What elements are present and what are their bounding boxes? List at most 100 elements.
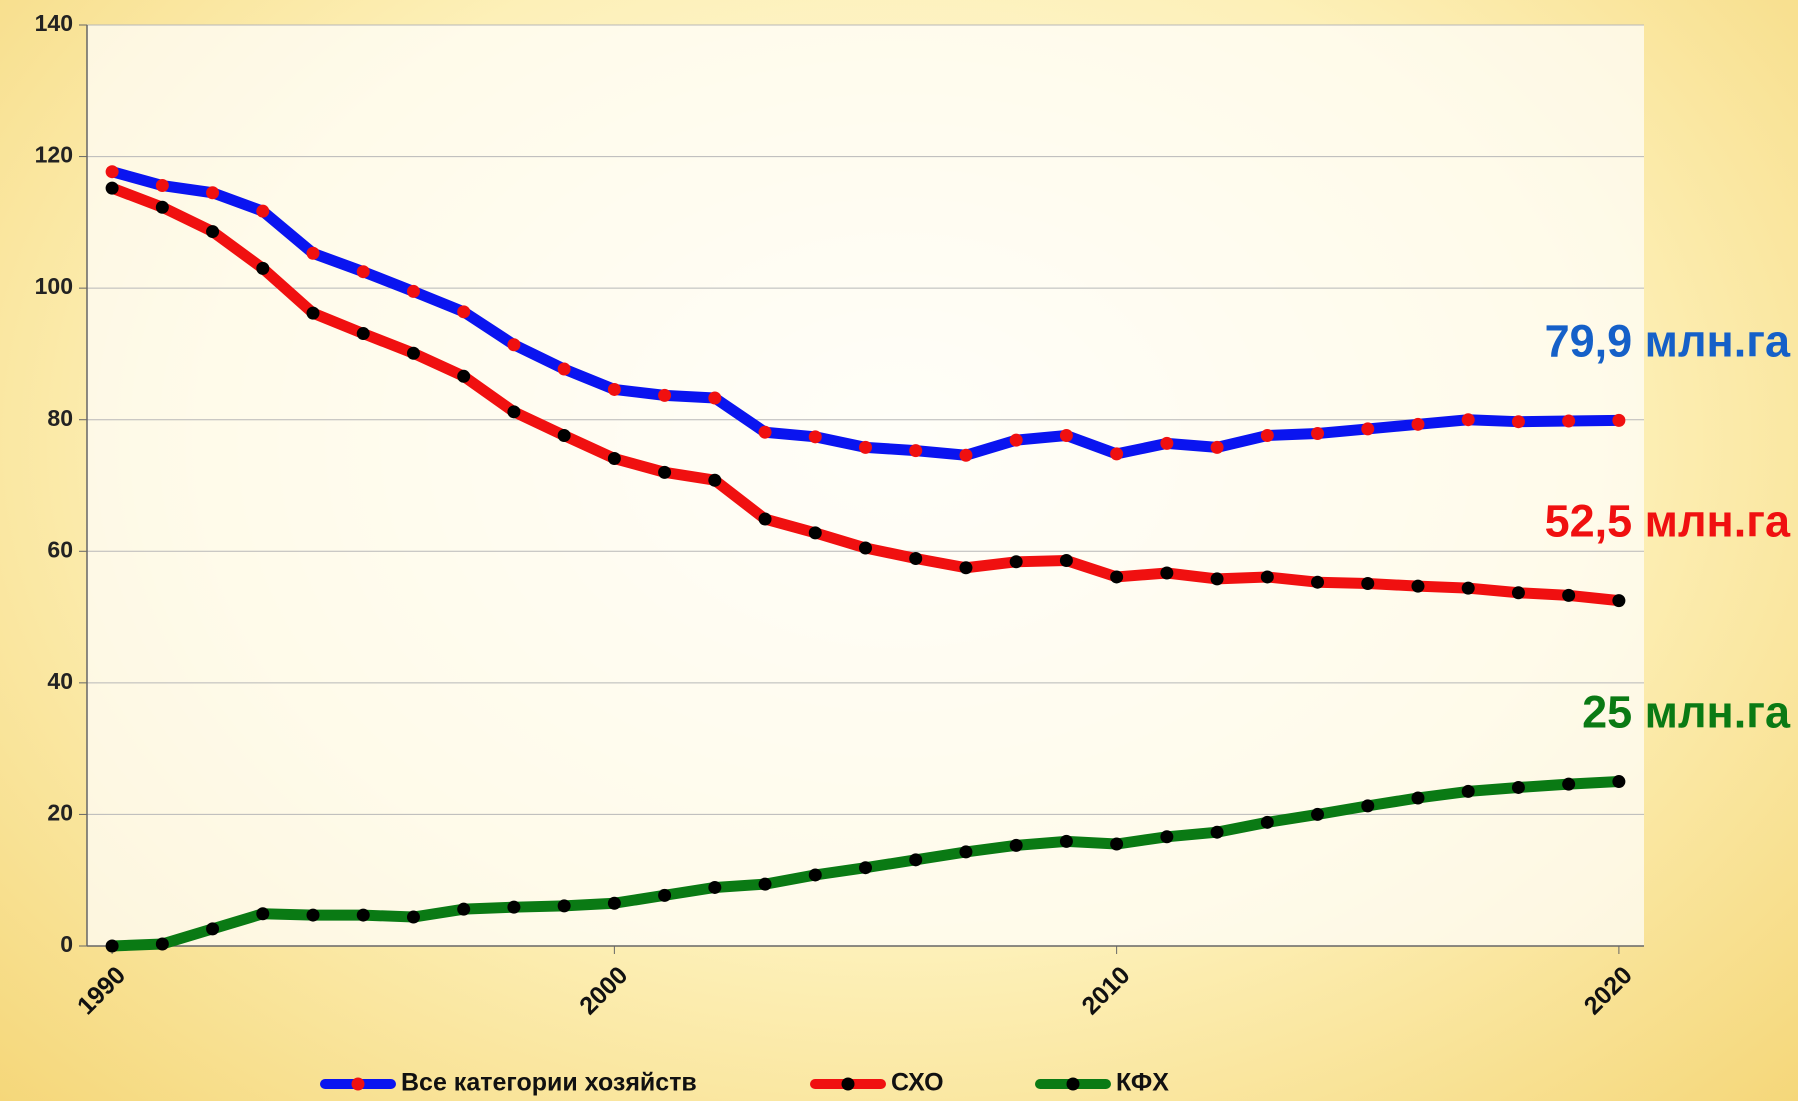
x-tick-label: 2020 xyxy=(1579,961,1638,1020)
data-point xyxy=(1110,837,1124,851)
data-point xyxy=(1361,799,1375,813)
data-point xyxy=(1311,807,1325,821)
data-point xyxy=(1009,433,1023,447)
y-tick-label: 40 xyxy=(47,668,73,694)
data-point xyxy=(658,888,672,902)
legend-marker xyxy=(351,1077,365,1091)
data-point xyxy=(1160,436,1174,450)
data-point xyxy=(557,362,571,376)
data-point xyxy=(708,391,722,405)
data-point xyxy=(256,261,270,275)
data-point xyxy=(1411,791,1425,805)
data-point xyxy=(708,880,722,894)
data-point xyxy=(808,868,822,882)
data-point xyxy=(457,369,471,383)
legend-marker xyxy=(841,1077,855,1091)
data-point xyxy=(1612,594,1626,608)
data-point xyxy=(758,425,772,439)
data-point xyxy=(507,338,521,352)
data-point xyxy=(1612,413,1626,427)
data-point xyxy=(206,225,220,239)
data-point xyxy=(1511,780,1525,794)
data-point xyxy=(1311,427,1325,441)
data-point xyxy=(1511,586,1525,600)
data-point xyxy=(909,444,923,458)
x-tick-label: 2010 xyxy=(1076,961,1135,1020)
data-point xyxy=(1009,838,1023,852)
data-point xyxy=(105,165,119,179)
data-point xyxy=(457,902,471,916)
data-point xyxy=(959,561,973,575)
y-tick-label: 80 xyxy=(47,405,73,431)
y-tick-label: 0 xyxy=(60,931,73,957)
x-tick-label: 2000 xyxy=(574,961,633,1020)
data-point xyxy=(356,908,370,922)
data-point xyxy=(1562,588,1576,602)
data-point xyxy=(1210,825,1224,839)
data-point xyxy=(909,552,923,566)
data-point xyxy=(306,306,320,320)
data-point xyxy=(206,186,220,200)
data-point xyxy=(105,181,119,195)
data-point xyxy=(708,473,722,487)
data-point xyxy=(406,910,420,924)
data-point xyxy=(1160,566,1174,580)
data-point xyxy=(1511,415,1525,429)
y-tick-label: 120 xyxy=(35,142,73,168)
data-point xyxy=(1612,775,1626,789)
data-point xyxy=(406,284,420,298)
data-point xyxy=(1562,777,1576,791)
legend-label: Все категории хозяйств xyxy=(401,1069,697,1097)
data-point xyxy=(1059,553,1073,567)
data-point xyxy=(959,845,973,859)
data-point xyxy=(557,899,571,913)
data-point xyxy=(306,908,320,922)
legend-label: КФХ xyxy=(1116,1069,1169,1097)
data-point xyxy=(658,465,672,479)
data-point xyxy=(1009,555,1023,569)
data-point xyxy=(356,327,370,341)
data-point xyxy=(406,346,420,360)
data-point xyxy=(1260,429,1274,443)
annotation: 79,9 млн.га xyxy=(1545,315,1791,366)
data-point xyxy=(859,541,872,555)
data-point xyxy=(1311,575,1325,589)
y-tick-label: 100 xyxy=(35,273,73,299)
data-point xyxy=(557,429,571,443)
data-point xyxy=(1562,414,1576,428)
data-point xyxy=(1461,784,1475,798)
y-tick-label: 20 xyxy=(47,800,73,826)
data-point xyxy=(758,877,772,891)
data-point xyxy=(959,448,973,462)
data-point xyxy=(155,179,169,193)
data-point xyxy=(808,430,822,444)
data-point xyxy=(155,937,169,951)
data-point xyxy=(256,907,270,921)
data-point xyxy=(105,939,119,953)
plot-area xyxy=(87,25,1644,946)
data-point xyxy=(1110,447,1124,461)
data-point xyxy=(457,305,471,319)
data-point xyxy=(155,200,169,214)
data-point xyxy=(909,853,923,867)
data-point xyxy=(507,405,521,419)
data-point xyxy=(1461,413,1475,427)
data-point xyxy=(206,922,220,936)
data-point xyxy=(859,440,872,454)
data-point xyxy=(1260,815,1274,829)
data-point xyxy=(658,388,672,402)
data-point xyxy=(1461,581,1475,595)
data-point xyxy=(859,861,872,875)
data-point xyxy=(607,382,621,396)
data-point xyxy=(1411,417,1425,431)
data-point xyxy=(1110,570,1124,584)
data-point xyxy=(1411,579,1425,593)
data-point xyxy=(1210,440,1224,454)
data-point xyxy=(607,896,621,910)
y-tick-label: 60 xyxy=(47,536,73,562)
legend-marker xyxy=(1066,1077,1080,1091)
data-point xyxy=(1059,834,1073,848)
legend-label: СХО xyxy=(891,1069,944,1097)
